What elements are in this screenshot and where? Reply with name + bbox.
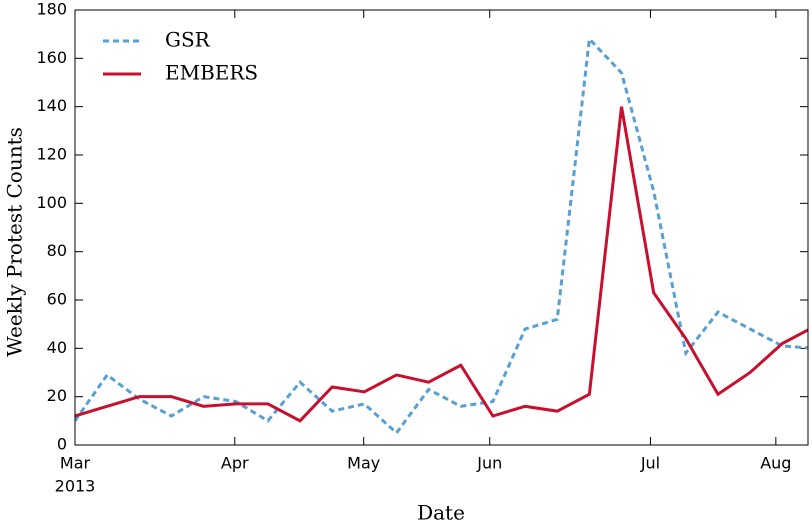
plot-frame [74, 9, 809, 446]
legend-label: GSR [165, 28, 211, 52]
series-line [75, 106, 808, 423]
legend-label: EMBERS [165, 61, 258, 85]
x-tick-label: Jun [476, 454, 502, 473]
x-axis-label: Date [417, 501, 465, 525]
y-axis-label: Weekly Protest Counts [3, 127, 27, 357]
y-tick-label: 140 [36, 96, 67, 115]
y-tick-label: 60 [47, 290, 67, 309]
x-tick-label: Mar [60, 454, 91, 473]
y-tick-label: 0 [57, 435, 67, 454]
y-tick-label: 160 [36, 48, 67, 67]
y-tick-label: 100 [36, 193, 67, 212]
y-tick-label: 40 [47, 338, 67, 357]
x-tick-label: Jul [640, 454, 660, 473]
x-tick-label: May [347, 454, 380, 473]
x-tick-year: 2013 [55, 477, 96, 496]
x-tick-label: Apr [221, 454, 249, 473]
y-tick-label: 180 [36, 0, 67, 19]
y-tick-label: 80 [47, 241, 67, 260]
x-tick-label: Aug [760, 454, 791, 473]
y-tick-label: 120 [36, 145, 67, 164]
y-tick-label: 20 [47, 386, 67, 405]
